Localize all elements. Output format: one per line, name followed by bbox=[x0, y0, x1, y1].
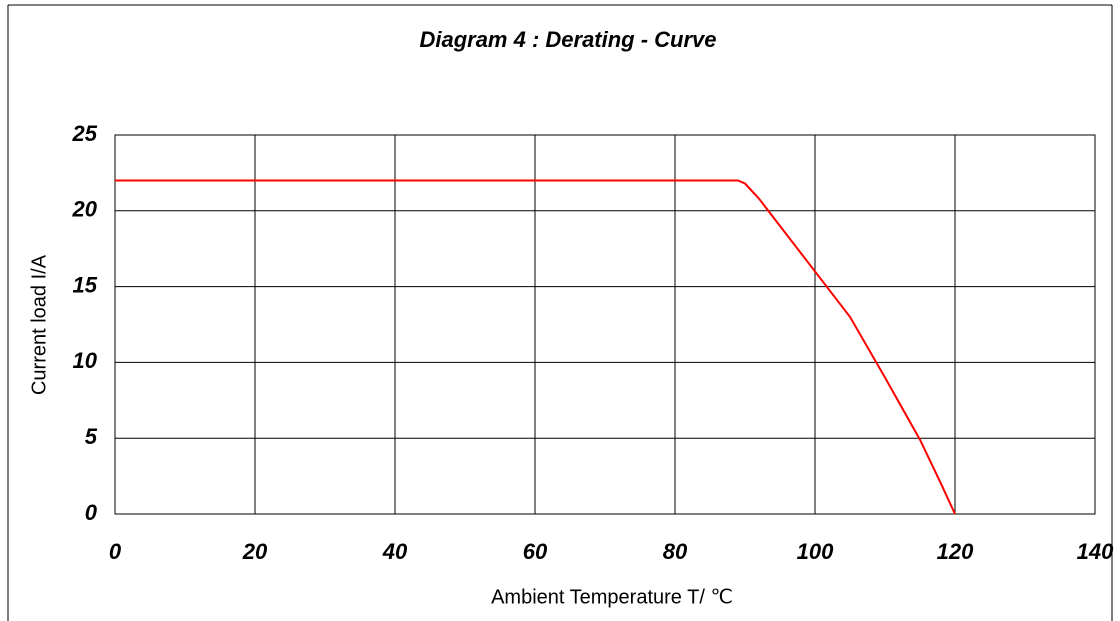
y-tick-label: 20 bbox=[72, 197, 98, 222]
x-tick-label: 100 bbox=[797, 539, 834, 564]
line bbox=[115, 179, 956, 515]
y-tick-label: 25 bbox=[72, 121, 98, 146]
x-tick-label: 120 bbox=[937, 539, 974, 564]
plot-border bbox=[114, 134, 1096, 515]
x-tick-label: 140 bbox=[1077, 539, 1114, 564]
y-axis-label: Current load I/A bbox=[28, 254, 50, 395]
y-tick-label: 10 bbox=[73, 348, 98, 373]
x-tick-label: 20 bbox=[242, 539, 268, 564]
x-tick-label: 60 bbox=[523, 539, 548, 564]
chart-title: Diagram 4 : Derating - Curve bbox=[419, 27, 716, 52]
x-tick-label: 80 bbox=[663, 539, 688, 564]
x-tick-label: 40 bbox=[382, 539, 408, 564]
y-tick-label: 5 bbox=[85, 424, 98, 449]
y-tick-label: 15 bbox=[73, 272, 98, 297]
x-axis-label: Ambient Temperature T/ ℃ bbox=[491, 586, 733, 608]
y-tick-label: 0 bbox=[85, 500, 98, 525]
x-tick-label: 0 bbox=[109, 539, 122, 564]
